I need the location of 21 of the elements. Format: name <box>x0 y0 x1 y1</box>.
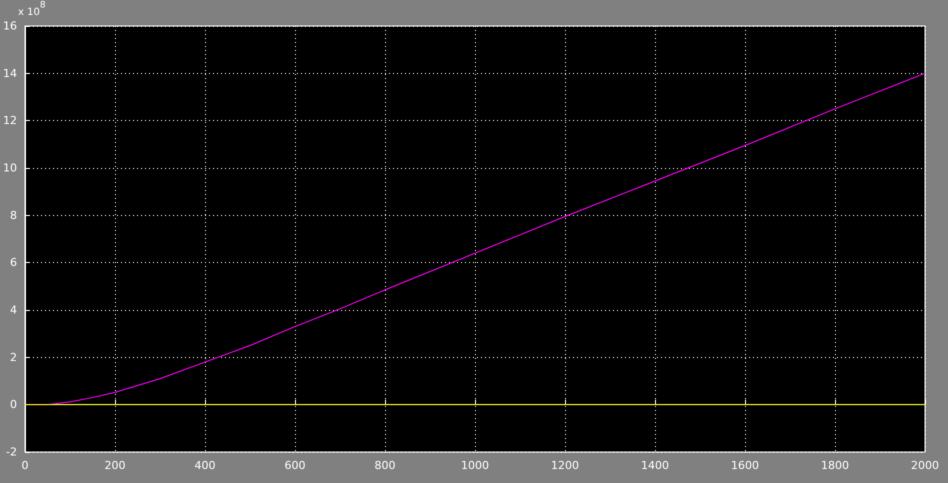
x-tick-label: 200 <box>104 459 126 472</box>
y-tick-label: 4 <box>10 304 17 316</box>
y-tick-label: 16 <box>2 20 17 32</box>
y-tick-label: -2 <box>6 446 17 458</box>
x-tick-label: 400 <box>194 459 216 472</box>
y-tick-label: 12 <box>2 114 17 128</box>
x-tick-label: 1000 <box>461 459 489 472</box>
x-tick-label: 0 <box>21 459 28 472</box>
x-tick-label: 1600 <box>731 459 759 472</box>
x-tick-label: 800 <box>374 459 396 472</box>
x-tick-label: 1400 <box>641 459 669 472</box>
y-tick-label: 2 <box>10 350 17 364</box>
x-tick-label: 1200 <box>551 459 579 472</box>
y-tick-label: 6 <box>10 256 17 270</box>
x-tick-label: 1800 <box>821 459 849 472</box>
x-tick-label: 600 <box>284 459 306 472</box>
y-tick-label: 10 <box>2 162 17 174</box>
y-tick-label: 0 <box>10 398 17 412</box>
x-tick-label: 2000 <box>911 459 939 472</box>
y-tick-label: 14 <box>2 66 17 80</box>
y-tick-label: 8 <box>10 208 17 222</box>
